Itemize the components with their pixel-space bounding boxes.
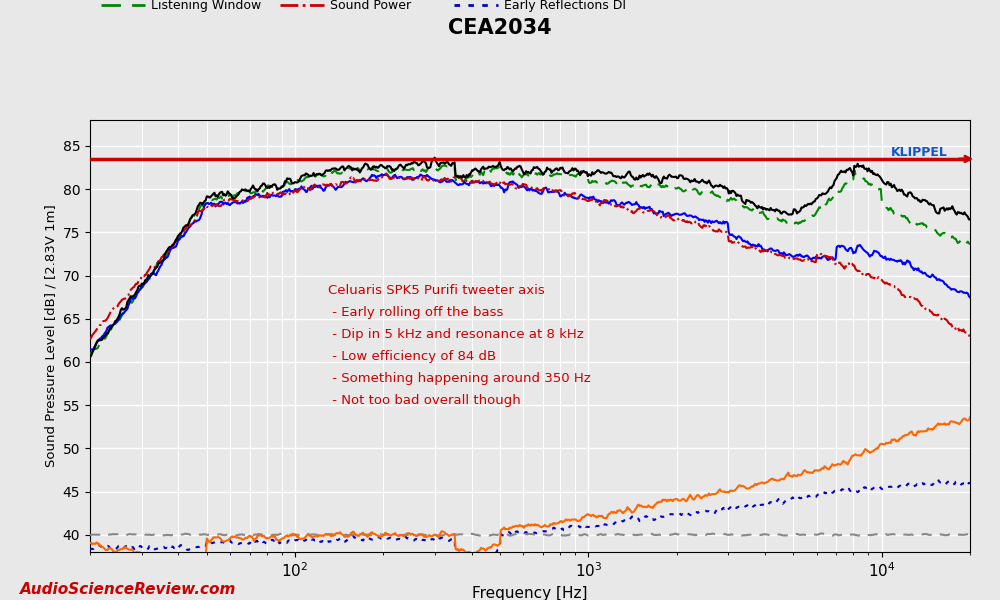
On Axis bbox=[429, 154, 441, 161]
Sound Power bbox=[843, 260, 855, 267]
DI offset bbox=[844, 531, 856, 538]
Listening Window bbox=[596, 179, 608, 186]
Legend: On Axis, Listening Window, Early Reflections, Sound Power, Sound Power DI, Early: On Axis, Listening Window, Early Reflect… bbox=[96, 0, 753, 17]
Early Reflections bbox=[844, 244, 856, 251]
Early Reflections DI bbox=[931, 476, 943, 483]
X-axis label: Frequency [Hz]: Frequency [Hz] bbox=[472, 586, 588, 600]
Sound Power bbox=[596, 199, 608, 206]
Early Reflections bbox=[84, 346, 96, 353]
On Axis bbox=[964, 216, 976, 223]
Listening Window bbox=[84, 351, 96, 358]
Sound Power bbox=[753, 246, 765, 253]
Early Reflections bbox=[597, 200, 609, 207]
Early Reflections DI bbox=[843, 485, 855, 493]
Early Reflections DI bbox=[84, 546, 96, 553]
Text: KLIPPEL: KLIPPEL bbox=[891, 146, 948, 159]
Early Reflections bbox=[647, 208, 659, 215]
Early Reflections DI bbox=[964, 479, 976, 487]
Sound Power DI bbox=[753, 480, 765, 487]
Sound Power DI bbox=[964, 414, 976, 421]
Line: On Axis: On Axis bbox=[90, 158, 970, 357]
Listening Window bbox=[439, 162, 451, 169]
On Axis bbox=[843, 166, 855, 173]
Early Reflections DI bbox=[138, 545, 150, 552]
Sound Power DI bbox=[646, 503, 658, 511]
Y-axis label: Sound Pressure Level [dB] / [2.83V 1m]: Sound Pressure Level [dB] / [2.83V 1m] bbox=[44, 205, 57, 467]
Sound Power DI bbox=[138, 551, 150, 558]
DI offset bbox=[138, 531, 150, 538]
Early Reflections bbox=[620, 199, 632, 206]
DI offset bbox=[596, 531, 608, 538]
Sound Power bbox=[964, 334, 976, 341]
Early Reflections DI bbox=[473, 559, 485, 566]
DI offset bbox=[964, 530, 976, 538]
Early Reflections DI bbox=[596, 520, 608, 527]
Line: Early Reflections DI: Early Reflections DI bbox=[90, 479, 970, 563]
Sound Power DI bbox=[84, 540, 96, 547]
Early Reflections DI bbox=[646, 516, 658, 523]
On Axis bbox=[753, 202, 765, 209]
Line: Early Reflections: Early Reflections bbox=[90, 174, 970, 350]
Listening Window bbox=[843, 179, 855, 187]
On Axis bbox=[138, 280, 150, 287]
Line: DI offset: DI offset bbox=[90, 533, 970, 536]
Listening Window bbox=[138, 281, 150, 288]
On Axis bbox=[84, 353, 96, 361]
Text: CEA2034: CEA2034 bbox=[448, 18, 552, 38]
Text: Celuaris SPK5 Purifi tweeter axis
 - Early rolling off the bass
 - Dip in 5 kHz : Celuaris SPK5 Purifi tweeter axis - Earl… bbox=[328, 284, 590, 407]
DI offset bbox=[753, 532, 765, 539]
Sound Power bbox=[619, 203, 631, 210]
Early Reflections bbox=[376, 170, 388, 178]
Sound Power bbox=[138, 272, 150, 280]
Sound Power bbox=[646, 206, 658, 214]
Sound Power DI bbox=[619, 508, 631, 515]
Early Reflections bbox=[139, 279, 151, 286]
DI offset bbox=[476, 532, 488, 539]
DI offset bbox=[84, 532, 96, 539]
DI offset bbox=[815, 530, 827, 537]
Early Reflections DI bbox=[619, 517, 631, 524]
On Axis bbox=[646, 173, 658, 180]
DI offset bbox=[646, 530, 658, 538]
Line: Sound Power DI: Sound Power DI bbox=[90, 418, 970, 564]
Sound Power DI bbox=[189, 560, 201, 568]
Sound Power DI bbox=[843, 458, 855, 465]
Line: Listening Window: Listening Window bbox=[90, 166, 970, 355]
Text: AudioScienceReview.com: AudioScienceReview.com bbox=[20, 582, 236, 597]
Sound Power DI bbox=[596, 512, 608, 520]
Early Reflections bbox=[754, 242, 766, 250]
On Axis bbox=[596, 169, 608, 176]
Early Reflections bbox=[87, 346, 99, 353]
Line: Sound Power: Sound Power bbox=[90, 173, 970, 340]
Early Reflections DI bbox=[753, 499, 765, 506]
Listening Window bbox=[753, 209, 765, 216]
Listening Window bbox=[619, 179, 631, 186]
Sound Power bbox=[84, 336, 96, 343]
Early Reflections bbox=[964, 294, 976, 301]
Listening Window bbox=[646, 181, 658, 188]
On Axis bbox=[619, 173, 631, 180]
DI offset bbox=[619, 532, 631, 539]
Sound Power bbox=[380, 170, 392, 177]
Listening Window bbox=[964, 241, 976, 248]
